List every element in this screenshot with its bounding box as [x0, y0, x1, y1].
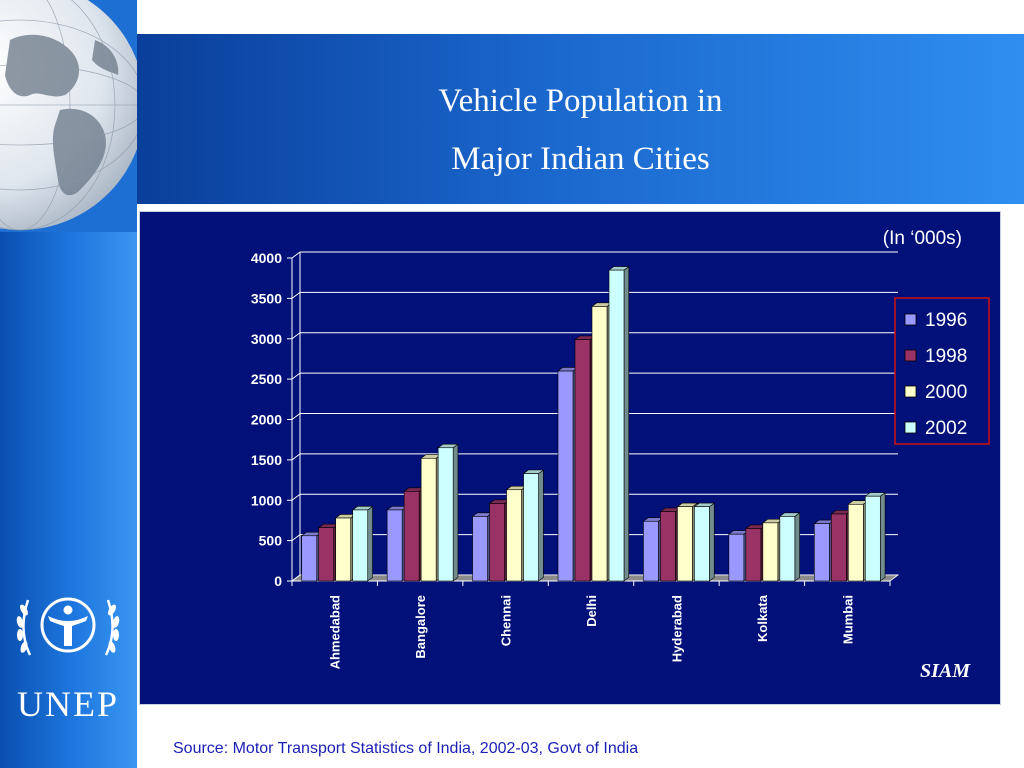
bar-side	[538, 469, 544, 582]
title-banner: Vehicle Population in Major Indian Citie…	[137, 34, 1024, 204]
siam-mark: SIAM	[920, 660, 971, 682]
slide-title-line2: Major Indian Cities	[451, 141, 710, 177]
bar-chart: 0 500 1000 1500 2000 2500 3000 3500 4000 Ahmedaba…	[251, 228, 990, 682]
bar	[352, 509, 369, 582]
bar	[523, 473, 539, 582]
globe-icon	[0, 0, 137, 232]
bar	[728, 533, 745, 582]
legend-label: 2002	[925, 418, 967, 439]
x-tick-label: Bangalore	[413, 595, 428, 659]
source-note: Source: Motor Transport Statistics of In…	[173, 740, 639, 757]
x-tick-label: Ahmedabad	[328, 595, 343, 669]
bar-side	[367, 505, 373, 582]
slide-title-line1: Vehicle Population in	[438, 83, 723, 119]
unep-logo-text: UNEP	[17, 684, 119, 724]
bar-side	[794, 512, 800, 582]
x-tick-label: Hyderabad	[669, 595, 684, 662]
x-tick-label: Delhi	[584, 595, 599, 627]
x-tick-label: Chennai	[499, 595, 514, 646]
legend-swatch	[904, 385, 917, 398]
bar	[437, 447, 454, 582]
bar	[574, 339, 591, 582]
legend-swatch	[904, 313, 917, 326]
bar	[335, 517, 352, 582]
bar	[318, 527, 335, 582]
bar	[506, 489, 522, 582]
bar	[847, 503, 864, 582]
bar-side	[709, 502, 715, 582]
bar	[608, 269, 625, 582]
y-tick-label: 1500	[251, 452, 282, 468]
bar	[591, 306, 608, 582]
gridline-connector	[291, 372, 301, 380]
legend-swatch	[904, 349, 917, 362]
legend-swatch	[904, 421, 917, 434]
unep-logo: UNEP	[16, 597, 120, 724]
chart-panel: 0 500 1000 1500 2000 2500 3000 3500 4000 Ahmedaba…	[139, 211, 1001, 705]
bar-side	[623, 265, 630, 582]
x-tick-label: Mumbai	[840, 595, 855, 644]
y-tick-label: 2000	[251, 412, 282, 428]
bar	[557, 370, 574, 582]
gridline-connector	[291, 453, 301, 461]
y-tick-label: 4000	[251, 250, 282, 266]
gridline-connector	[291, 332, 301, 340]
unit-note: (In ‘000s)	[883, 228, 962, 249]
y-tick-label: 1000	[251, 492, 282, 508]
y-tick-label: 3000	[251, 331, 282, 347]
x-tick-label: Kolkata	[755, 594, 770, 642]
bar	[762, 522, 779, 582]
gridline-connector	[291, 534, 301, 542]
legend-label: 2000	[925, 382, 967, 403]
bar	[864, 495, 881, 582]
bar	[386, 509, 403, 582]
bar	[779, 516, 796, 582]
gridline-connector	[291, 251, 301, 259]
bar	[660, 511, 676, 582]
y-tick-label: 3500	[251, 290, 282, 306]
bar	[420, 457, 437, 582]
legend-label: 1998	[925, 346, 967, 367]
bar	[813, 523, 830, 582]
bar	[830, 513, 847, 582]
bar	[301, 535, 318, 582]
bar	[403, 491, 420, 582]
y-tick-label: 0	[274, 573, 282, 589]
bar	[694, 506, 710, 582]
bar-side	[879, 492, 886, 582]
y-tick-label: 2500	[251, 371, 282, 387]
bar-side	[452, 443, 459, 582]
legend-label: 1996	[925, 310, 967, 331]
bar	[643, 520, 659, 582]
y-tick-label: 500	[259, 533, 283, 549]
bar	[472, 516, 488, 582]
gridline-connector	[291, 291, 301, 299]
bar	[745, 528, 762, 582]
bar	[489, 503, 505, 582]
gridline-connector	[291, 493, 301, 501]
gridline-connector	[291, 413, 301, 420]
bar	[677, 506, 693, 582]
